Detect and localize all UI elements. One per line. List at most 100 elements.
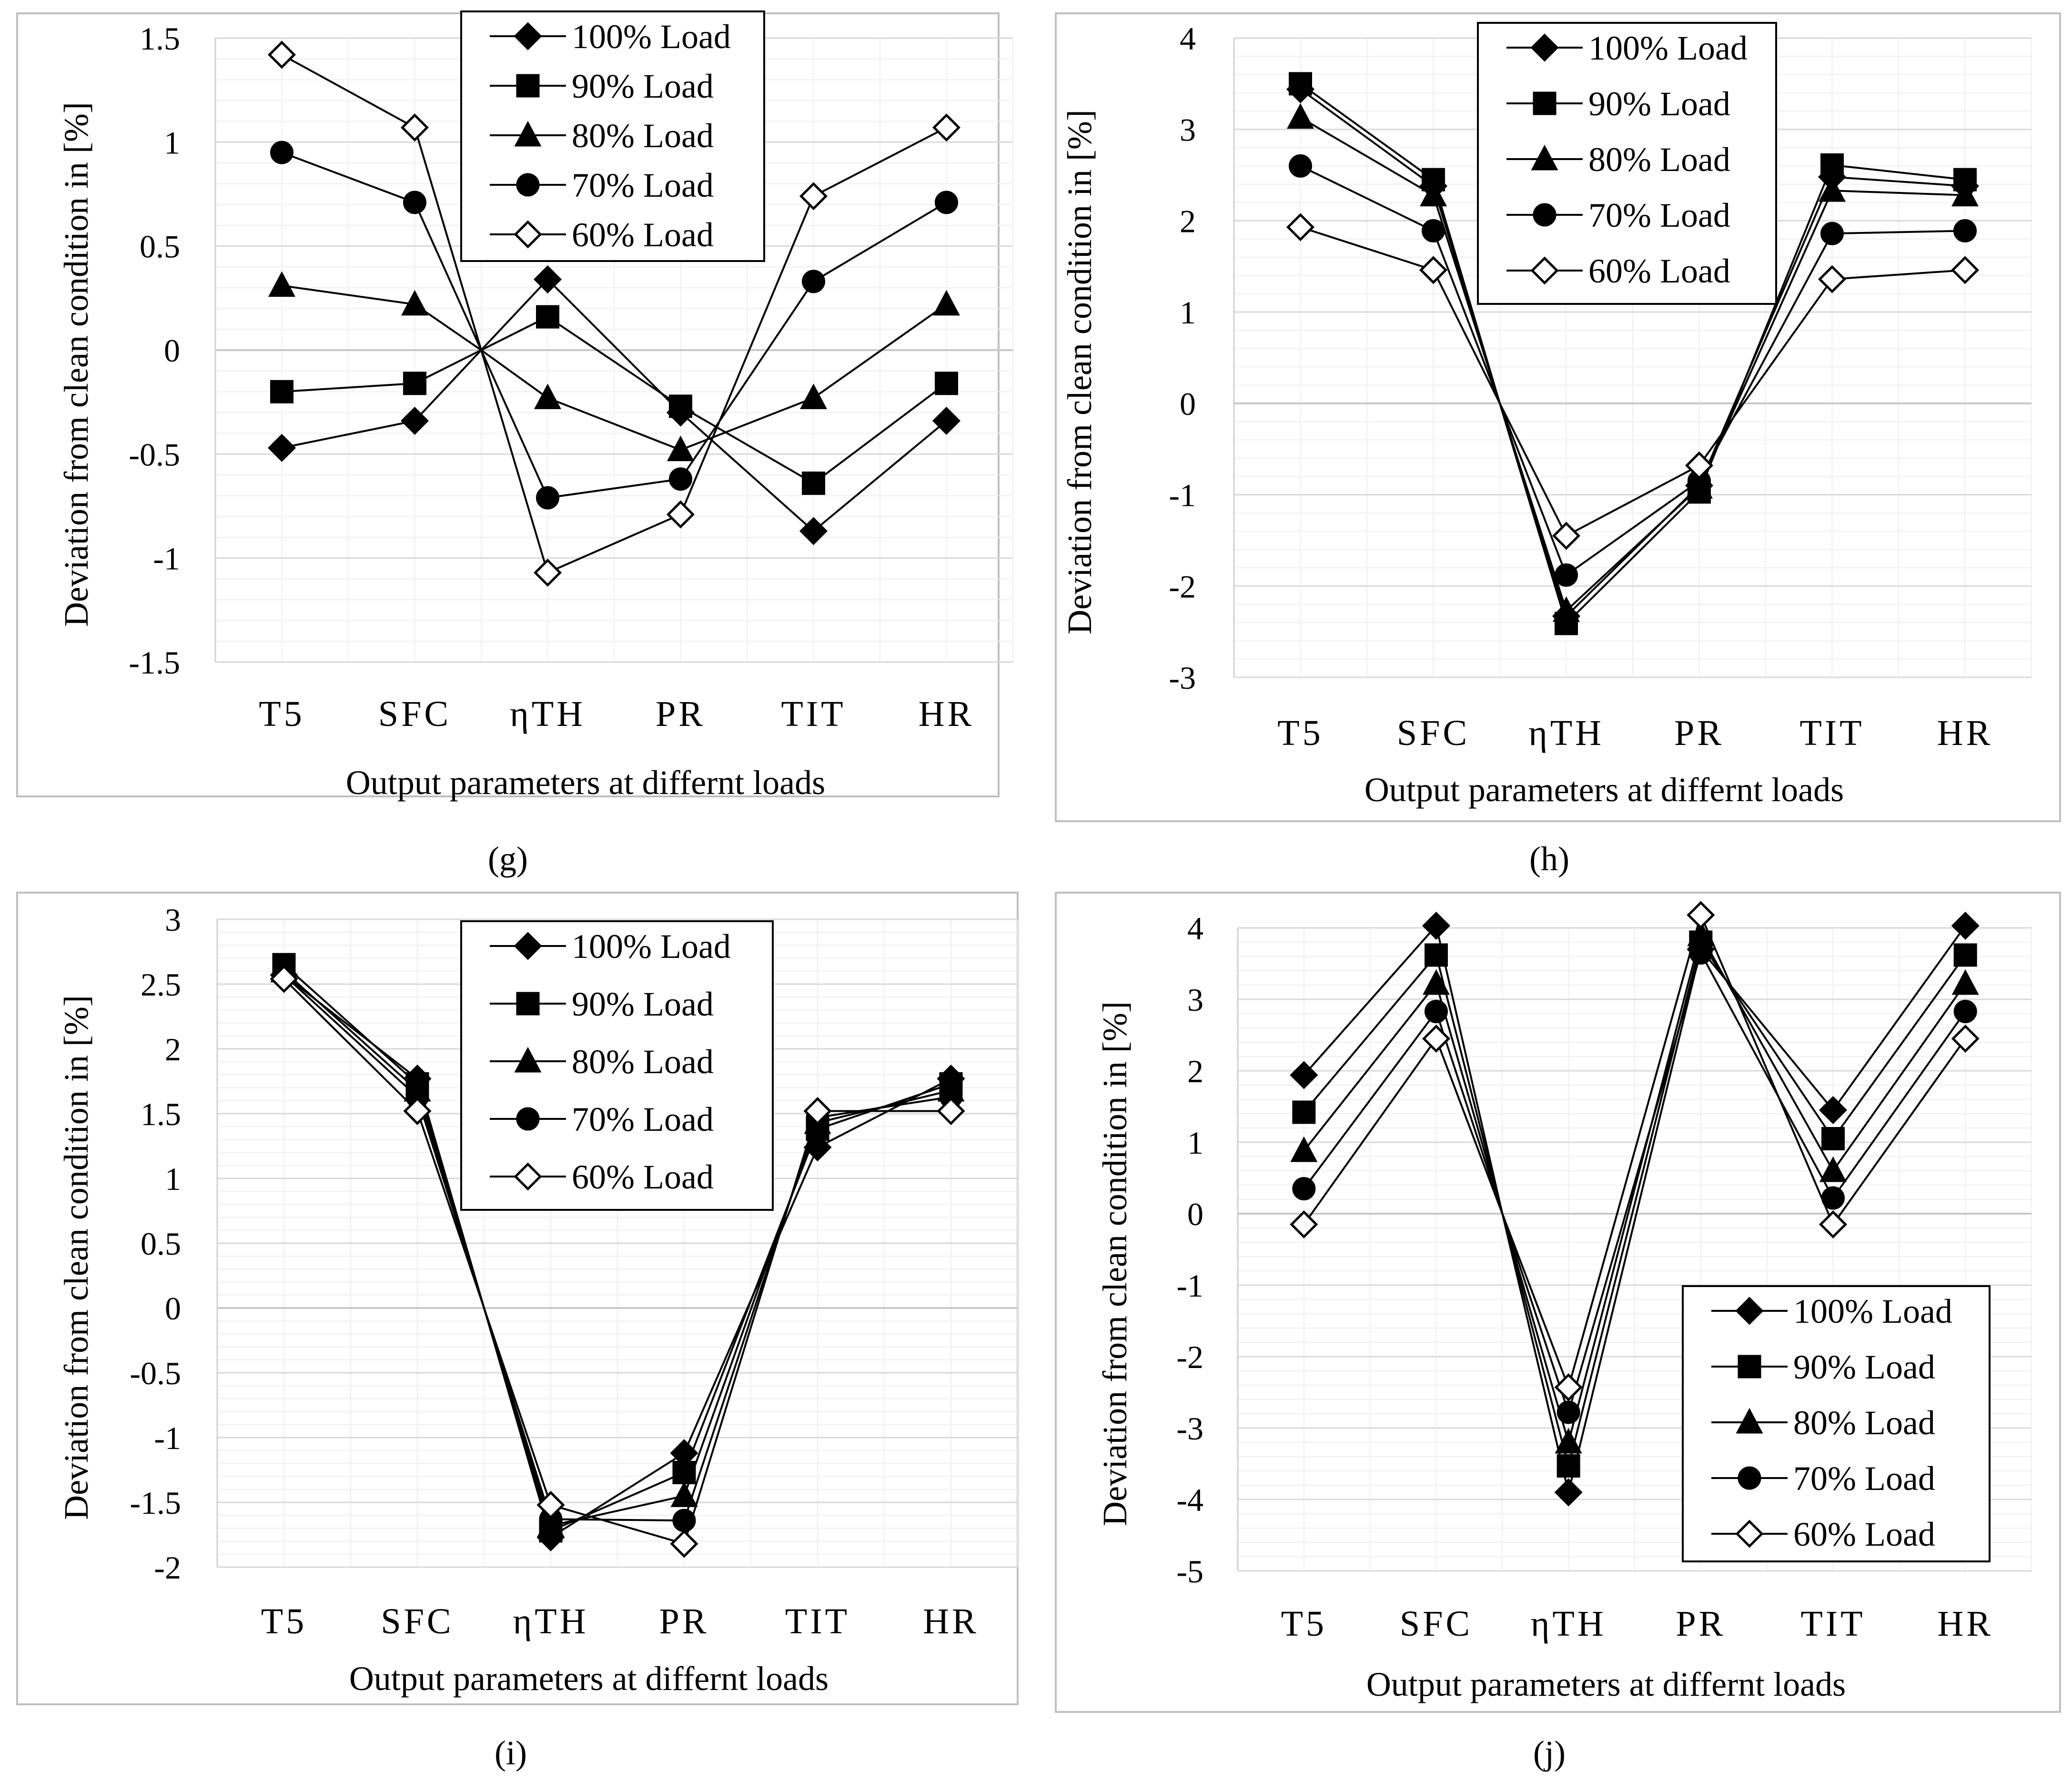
legend-label: 60% Load (572, 216, 714, 254)
legend-marker (516, 1107, 540, 1131)
x-tick-label: ηTH (510, 694, 586, 734)
data-point (403, 372, 426, 395)
x-tick-label: T5 (1281, 1604, 1327, 1644)
x-tick-label: HR (923, 1601, 979, 1641)
x-tick-label: T5 (1277, 713, 1323, 753)
data-point (1953, 943, 1977, 967)
y-tick-label: 1.5 (140, 20, 180, 57)
data-point (1292, 1100, 1316, 1124)
data-point (403, 1097, 432, 1126)
series-triangle (268, 271, 960, 462)
legend-marker (1736, 1408, 1763, 1434)
data-point (1951, 181, 1979, 207)
legend: 100% Load 90% Load 80% Load 70% Load 60% Loa… (460, 10, 765, 262)
legend-label: 80% Load (572, 117, 714, 155)
data-point (802, 270, 825, 293)
data-point (1951, 911, 1980, 940)
x-tick-label: TIT (785, 1601, 850, 1641)
data-point (667, 435, 694, 462)
data-point (932, 406, 961, 435)
legend-marker (516, 74, 540, 98)
data-point (1557, 1400, 1580, 1424)
data-point (1820, 153, 1844, 177)
data-point (1289, 154, 1312, 178)
legend: 100% Load 90% Load 80% Load 70% Load 60% Loa… (1477, 22, 1777, 305)
legend-label: 90% Load (572, 67, 714, 105)
y-tick-label: 2.5 (141, 966, 181, 1003)
data-point (1290, 1210, 1318, 1239)
data-point (1685, 451, 1714, 480)
legend-marker (514, 121, 542, 147)
legend-marker (514, 22, 542, 50)
x-tick-label: PR (659, 1601, 709, 1641)
x-tick-label: SFC (1400, 1604, 1473, 1644)
y-tick-label: -2 (1176, 1339, 1203, 1375)
series-circle (1292, 941, 1977, 1424)
y-tick-label: -1.5 (130, 1485, 181, 1521)
y-tick-label: 0.5 (141, 1226, 181, 1262)
legend-marker (1533, 203, 1557, 227)
y-tick-label: 4 (1187, 910, 1203, 946)
data-point (1687, 901, 1715, 929)
panel-label: (i) (495, 1734, 527, 1772)
series-open-diamond (267, 40, 961, 587)
y-axis-title: Deviation from clean condition in [%] (57, 102, 95, 627)
x-tick-label: PR (656, 694, 706, 734)
data-point (534, 383, 561, 409)
legend-label: 70% Load (572, 166, 714, 204)
data-point (799, 182, 828, 211)
y-tick-label: -0.5 (130, 1355, 181, 1391)
data-point (933, 290, 960, 316)
x-tick-label: SFC (1397, 713, 1470, 753)
y-tick-label: -1 (153, 541, 180, 577)
legend-marker (1735, 1519, 1764, 1548)
data-point (1557, 1454, 1580, 1478)
y-tick-label: -1 (154, 1420, 181, 1456)
data-point (1951, 256, 1980, 284)
data-point (937, 1097, 965, 1126)
data-point (268, 271, 295, 297)
data-point (666, 500, 695, 529)
data-point (267, 40, 296, 69)
chart-i: 3 2.5 2 1.5 1 0.5 0 -0.5 -1 -1.5 -2 T5 SFC ηTH PR TIT HR… (16, 892, 1019, 1772)
legend-marker (516, 173, 540, 197)
chart-h: 4 3 2 1 0 -1 -2 -3 T5 SFC ηTH PR TIT HR Output paramet… (1055, 12, 2061, 878)
data-point (1554, 1373, 1583, 1402)
legend-label: 100% Load (1588, 29, 1748, 67)
y-tick-label: 0 (1180, 386, 1196, 422)
x-tick-label: PR (1674, 713, 1724, 753)
data-point (270, 380, 293, 403)
x-tick-label: HR (919, 694, 975, 734)
data-point (670, 1529, 698, 1558)
data-point (800, 383, 827, 409)
legend-box (1682, 1285, 1991, 1562)
x-axis-title: Output parameters at differnt loads (349, 1660, 829, 1698)
legend-marker (516, 992, 540, 1016)
x-tick-label: TIT (1799, 713, 1864, 753)
y-tick-label: 1 (1180, 294, 1196, 331)
y-tick-label: -4 (1176, 1482, 1203, 1518)
data-point (932, 113, 961, 142)
legend-label: 90% Load (1588, 85, 1730, 123)
data-point (1292, 1177, 1316, 1200)
data-point (1553, 596, 1580, 622)
series-square (270, 305, 958, 495)
series-open-diamond (1290, 901, 1980, 1402)
series-open-diamond (270, 965, 965, 1558)
y-tick-label: -1.5 (129, 644, 180, 681)
data-point (1951, 1024, 1980, 1053)
chart-j: 4 3 2 1 0 -1 -2 -3 -4 -5 T5 SFC ηTH PR TIT HR Output par… (1055, 892, 2061, 1772)
x-tick-label: PR (1676, 1604, 1726, 1644)
data-point (1951, 969, 1979, 995)
y-axis-title: Deviation from clean condition in [%] (57, 995, 95, 1520)
x-tick-label: SFC (381, 1601, 454, 1641)
x-tick-label: ηTH (1528, 713, 1604, 753)
panel-label: (h) (1529, 840, 1569, 878)
y-tick-label: 4 (1180, 20, 1196, 57)
data-point (536, 486, 559, 510)
data-point (267, 433, 296, 462)
data-point (1425, 1000, 1448, 1023)
data-point (1420, 181, 1447, 207)
data-point (1422, 1024, 1451, 1053)
